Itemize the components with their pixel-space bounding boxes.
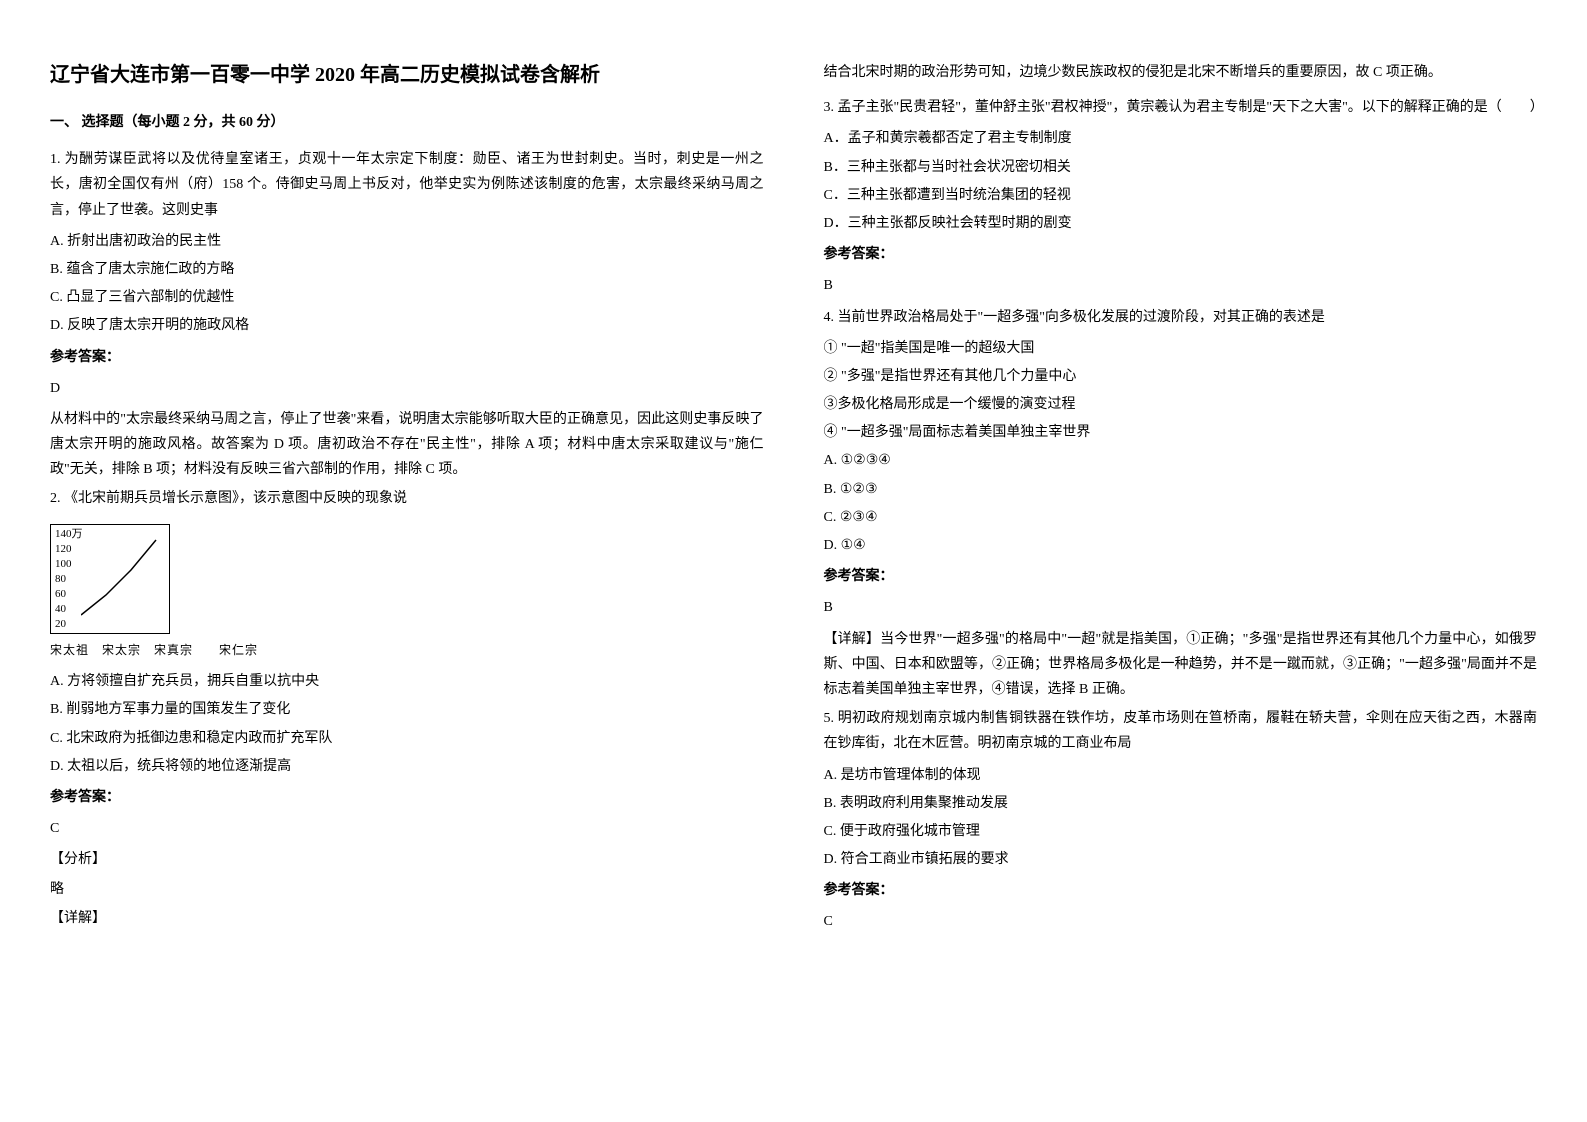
q4-explanation: 【详解】当今世界"一超多强"的格局中"一超"就是指美国，①正确；"多强"是指世界… (824, 627, 1538, 703)
q2-answer-label: 参考答案： (50, 785, 764, 810)
section-header: 一、 选择题（每小题 2 分，共 60 分） (50, 110, 764, 135)
q3-answer-label: 参考答案： (824, 242, 1538, 267)
q3-stem: 3. 孟子主张"民贵君轻"，董仲舒主张"君权神授"，黄宗羲认为君主专制是"天下之… (824, 95, 1538, 120)
q4-option-b: B. ①②③ (824, 477, 1538, 502)
q2-stem: 2. 《北宋前期兵员增长示意图》，该示意图中反映的现象说 (50, 486, 764, 511)
chart-line-svg (81, 535, 161, 625)
q5-stem: 5. 明初政府规划南京城内制售铜铁器在铁作坊，皮革市场则在笪桥南，履鞋在轿夫营，… (824, 706, 1538, 756)
chart-area: 140万 120 100 80 60 40 20 (50, 524, 170, 634)
q1-option-c: C. 凸显了三省六部制的优越性 (50, 285, 764, 310)
q2-chart: 140万 120 100 80 60 40 20 宋太祖 宋太宗 宋真宗 宋仁宗 (50, 524, 764, 662)
q2-answer: C (50, 816, 764, 841)
q2-detail-label: 【详解】 (50, 906, 764, 931)
q4-stmt-3: ③多极化格局形成是一个缓慢的演变过程 (824, 392, 1538, 417)
q1-option-b: B. 蕴含了唐太宗施仁政的方略 (50, 257, 764, 282)
ytick-80: 80 (55, 572, 83, 587)
q3-answer: B (824, 273, 1538, 298)
chart-yaxis: 140万 120 100 80 60 40 20 (55, 527, 83, 632)
q2-option-b: B. 削弱地方军事力量的国策发生了变化 (50, 697, 764, 722)
ytick-100: 100 (55, 557, 83, 572)
q5-option-c: C. 便于政府强化城市管理 (824, 819, 1538, 844)
q4-explanation-text: 当今世界"一超多强"的格局中"一超"就是指美国，①正确；"多强"是指世界还有其他… (824, 632, 1538, 697)
q1-answer-label: 参考答案： (50, 345, 764, 370)
q1-explanation: 从材料中的"太宗最终采纳马周之言，停止了世袭"来看，说明唐太宗能够听取大臣的正确… (50, 407, 764, 483)
ytick-120: 120 (55, 542, 83, 557)
q5-answer-label: 参考答案： (824, 878, 1538, 903)
q5-option-d: D. 符合工商业市镇拓展的要求 (824, 847, 1538, 872)
q4-answer-label: 参考答案： (824, 564, 1538, 589)
q1-option-d: D. 反映了唐太宗开明的施政风格 (50, 313, 764, 338)
col2-top-note: 结合北宋时期的政治形势可知，边境少数民族政权的侵犯是北宋不断增兵的重要原因，故 … (824, 60, 1538, 85)
page-title: 辽宁省大连市第一百零一中学 2020 年高二历史模拟试卷含解析 (50, 60, 764, 90)
q5-option-a: A. 是坊市管理体制的体现 (824, 763, 1538, 788)
q3-option-d: D．三种主张都反映社会转型时期的剧变 (824, 211, 1538, 236)
q3-option-a: A．孟子和黄宗羲都否定了君主专制制度 (824, 126, 1538, 151)
q1-answer: D (50, 376, 764, 401)
q4-stem: 4. 当前世界政治格局处于"一超多强"向多极化发展的过渡阶段，对其正确的表述是 (824, 305, 1538, 330)
q4-option-a: A. ①②③④ (824, 448, 1538, 473)
q4-stmt-4: ④ "一超多强"局面标志着美国单独主宰世界 (824, 420, 1538, 445)
ytick-40: 40 (55, 602, 83, 617)
q4-detail-label: 【详解】 (824, 632, 881, 647)
q3-option-b: B．三种主张都与当时社会状况密切相关 (824, 155, 1538, 180)
q4-option-d: D. ①④ (824, 533, 1538, 558)
q1-stem: 1. 为酬劳谋臣武将以及优待皇室诸王，贞观十一年太宗定下制度：勋臣、诸王为世封刺… (50, 147, 764, 223)
ytick-60: 60 (55, 587, 83, 602)
q2-analysis: 略 (50, 877, 764, 902)
q5-answer: C (824, 909, 1538, 934)
ytick-20: 20 (55, 617, 83, 632)
q4-option-c: C. ②③④ (824, 505, 1538, 530)
q4-stmt-2: ② "多强"是指世界还有其他几个力量中心 (824, 364, 1538, 389)
q2-option-a: A. 方将领擅自扩充兵员，拥兵自重以抗中央 (50, 669, 764, 694)
chart-xaxis: 宋太祖 宋太宗 宋真宗 宋仁宗 (50, 640, 764, 662)
q5-option-b: B. 表明政府利用集聚推动发展 (824, 791, 1538, 816)
q2-analysis-label: 【分析】 (50, 847, 764, 872)
q2-option-c: C. 北宋政府为抵御边患和稳定内政而扩充军队 (50, 726, 764, 751)
q4-stmt-1: ① "一超"指美国是唯一的超级大国 (824, 336, 1538, 361)
q4-answer: B (824, 595, 1538, 620)
q1-option-a: A. 折射出唐初政治的民主性 (50, 229, 764, 254)
q2-option-d: D. 太祖以后，统兵将领的地位逐渐提高 (50, 754, 764, 779)
ytick-140: 140万 (55, 527, 83, 542)
q3-option-c: C．三种主张都遭到当时统治集团的轻视 (824, 183, 1538, 208)
